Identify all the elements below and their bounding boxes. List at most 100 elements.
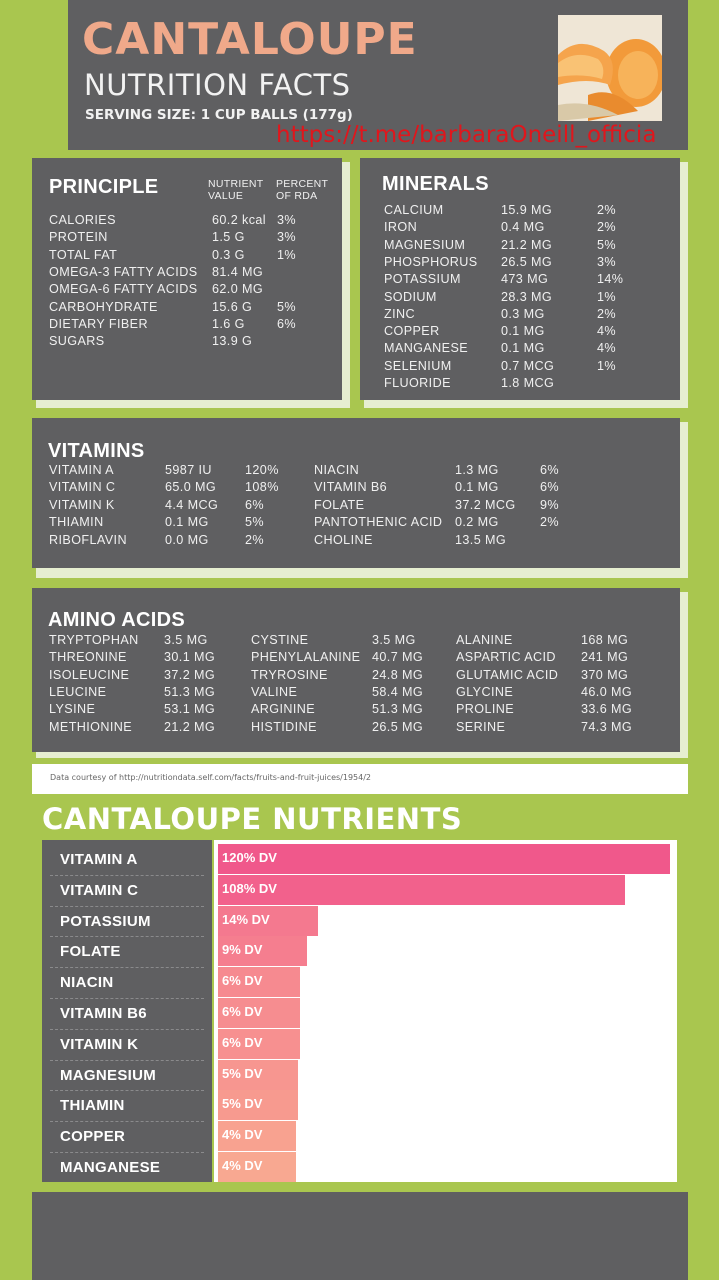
minerals-panel: MINERALS CALCIUM 15.9 MG 2% IRON 0.4 MG 2% MAG… [360,158,680,400]
vitamins-panel: VITAMINS VITAMIN A 5987 IU 120% VITAMIN C 65… [32,418,680,568]
mineral-value: 21.2 MG [501,237,553,252]
chart-value-label: 4% DV [222,1158,263,1173]
amino-acid-name: LYSINE [49,702,96,717]
vitamin-value: 0.0 MG [165,532,209,547]
mineral-rda: 4% [597,324,617,339]
amino-acid-value: 51.3 MG [164,684,216,699]
principle-nutrient-value: 0.3 G [212,247,245,262]
amino-acid-name: HISTIDINE [251,719,317,734]
chart-value-label: 14% DV [222,911,270,927]
principle-panel: PRINCIPLE NUTRIENT VALUE PERCENT OF RDA … [32,158,342,400]
chart-bar [218,1152,296,1182]
chart-value-label: 6% DV [222,973,263,989]
mineral-rda: 2% [597,203,617,217]
vitamin-rda: 120% [245,463,279,477]
chart-bar [218,1028,301,1059]
vitamin-rda: 6% [540,480,560,495]
chart-bar [218,844,670,874]
vitamin-value: 65.0 MG [165,480,217,495]
chart-row-separator [50,1028,204,1030]
amino-acid-name: SERINE [456,719,506,734]
chart-row-separator [50,1121,204,1123]
mineral-name: FLUORIDE [384,376,451,390]
vitamin-name: PANTOTHENIC ACID [314,515,443,530]
mineral-name: ZINC [384,306,415,321]
chart-row-separator [50,936,204,938]
principle-nutrient-rda: 5% [277,299,297,314]
amino-acid-value: 40.7 MG [372,650,424,665]
amino-acid-value: 241 MG [581,650,629,665]
mineral-name: MANGANESE [384,341,469,356]
principle-nutrient-value: 81.4 MG [212,264,264,279]
principle-nutrient-value: 13.9 G [212,334,253,349]
chart-row-separator [50,874,204,876]
amino-acid-value: 58.4 MG [372,684,424,699]
vitamin-value: 1.3 MG [455,463,499,477]
principle-nutrient-value: 15.6 G [212,299,253,314]
chart-value-label: 5% DV [222,1096,263,1112]
minerals-title: MINERALS [382,173,489,195]
mineral-value: 0.7 MCG [501,358,555,373]
chart-row-separator [50,1059,204,1061]
mineral-rda: 1% [597,289,617,304]
chart-value-label: 6% DV [222,1004,263,1019]
chart-bar [218,874,625,905]
mineral-name: COPPER [384,324,440,339]
amino-title: AMINO ACIDS [48,609,186,631]
credit-strip: Data courtesy of http://nutritiondata.se… [32,764,688,794]
mineral-name: SODIUM [384,289,437,304]
amino-acid-name: PROLINE [456,702,515,717]
col-nutrient-value: NUTRIENT VALUE [208,178,264,202]
mineral-name: IRON [384,220,418,235]
mineral-value: 0.3 MG [501,306,545,321]
mineral-name: MAGNESIUM [384,237,466,252]
mineral-value: 0.4 MG [501,220,545,235]
principle-nutrient-name: PROTEIN [49,230,108,245]
chart-value-label: 120% DV [222,850,277,865]
chart-row-separator [50,967,204,969]
vitamin-rda: 5% [245,515,265,530]
chart-plot-area: 120% DV 108% DV 14% DV 9% DV 6% DV 6% DV 6% DV… [214,840,677,1182]
chart-category-label: NIACIN [60,974,114,992]
vitamin-rda: 6% [540,463,560,477]
footer-panel [32,1192,688,1280]
amino-acid-name: VALINE [251,684,298,699]
chart-category-label: VITAMIN A [60,851,138,868]
principle-nutrient-name: DIETARY FIBER [49,316,148,331]
vitamins-title: VITAMINS [48,440,145,462]
data-credit[interactable]: Data courtesy of http://nutritiondata.se… [50,773,372,782]
chart-bar [218,1059,299,1090]
amino-acid-value: 3.5 MG [164,633,208,647]
chart-category-label: COPPER [60,1128,126,1146]
chart-row-separator [50,905,204,907]
nutrients-chart: CANTALOUPE NUTRIENTS VITAMIN A VITAMIN C P… [32,794,688,1190]
chart-bar [218,936,307,967]
mineral-rda: 2% [597,220,617,235]
mineral-rda: 3% [597,254,617,269]
mineral-name: SELENIUM [384,358,452,373]
vitamin-name: VITAMIN C [49,480,116,495]
amino-acid-value: 168 MG [581,633,629,647]
amino-acid-value: 3.5 MG [372,633,416,647]
chart-value-label: 5% DV [222,1065,263,1081]
chart-category-label: POTASSIUM [60,912,151,930]
chart-category-label: MAGNESIUM [60,1066,157,1084]
mineral-rda: 14% [597,272,624,287]
mineral-name: POTASSIUM [384,272,461,287]
amino-acid-name: PHENYLALANINE [251,650,361,665]
vitamin-value: 0.1 MG [165,515,209,530]
amino-acid-name: ASPARTIC ACID [456,650,556,665]
principle-nutrient-rda: 6% [277,316,297,331]
chart-value-label: 9% DV [222,942,263,958]
chart-category-label: THIAMIN [60,1097,125,1115]
mineral-name: CALCIUM [384,203,444,217]
watermark-link[interactable]: https://t.me/barbaraOneill_officia [276,122,657,148]
chart-category-label: VITAMIN B6 [60,1005,147,1022]
mineral-value: 28.3 MG [501,289,553,304]
chart-category-label: VITAMIN C [60,881,139,899]
mineral-rda: 1% [597,358,617,373]
principle-nutrient-rda: 3% [277,213,297,227]
amino-acid-value: 46.0 MG [581,684,633,699]
principle-nutrient-value: 62.0 MG [212,282,264,297]
mineral-rda: 5% [597,237,617,252]
